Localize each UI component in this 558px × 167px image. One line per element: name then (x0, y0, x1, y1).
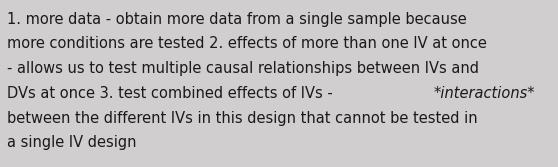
Text: between the different IVs in this design that cannot be tested in: between the different IVs in this design… (7, 111, 478, 126)
Text: 1. more data - obtain more data from a single sample because: 1. more data - obtain more data from a s… (7, 12, 467, 27)
Text: DVs at once 3. test combined effects of IVs -: DVs at once 3. test combined effects of … (7, 86, 338, 101)
Text: - allows us to test multiple causal relationships between IVs and: - allows us to test multiple causal rela… (7, 61, 479, 76)
Text: *interactions*: *interactions* (434, 86, 535, 101)
Text: a single IV design: a single IV design (7, 135, 137, 150)
Text: more conditions are tested 2. effects of more than one IV at once: more conditions are tested 2. effects of… (7, 36, 487, 51)
